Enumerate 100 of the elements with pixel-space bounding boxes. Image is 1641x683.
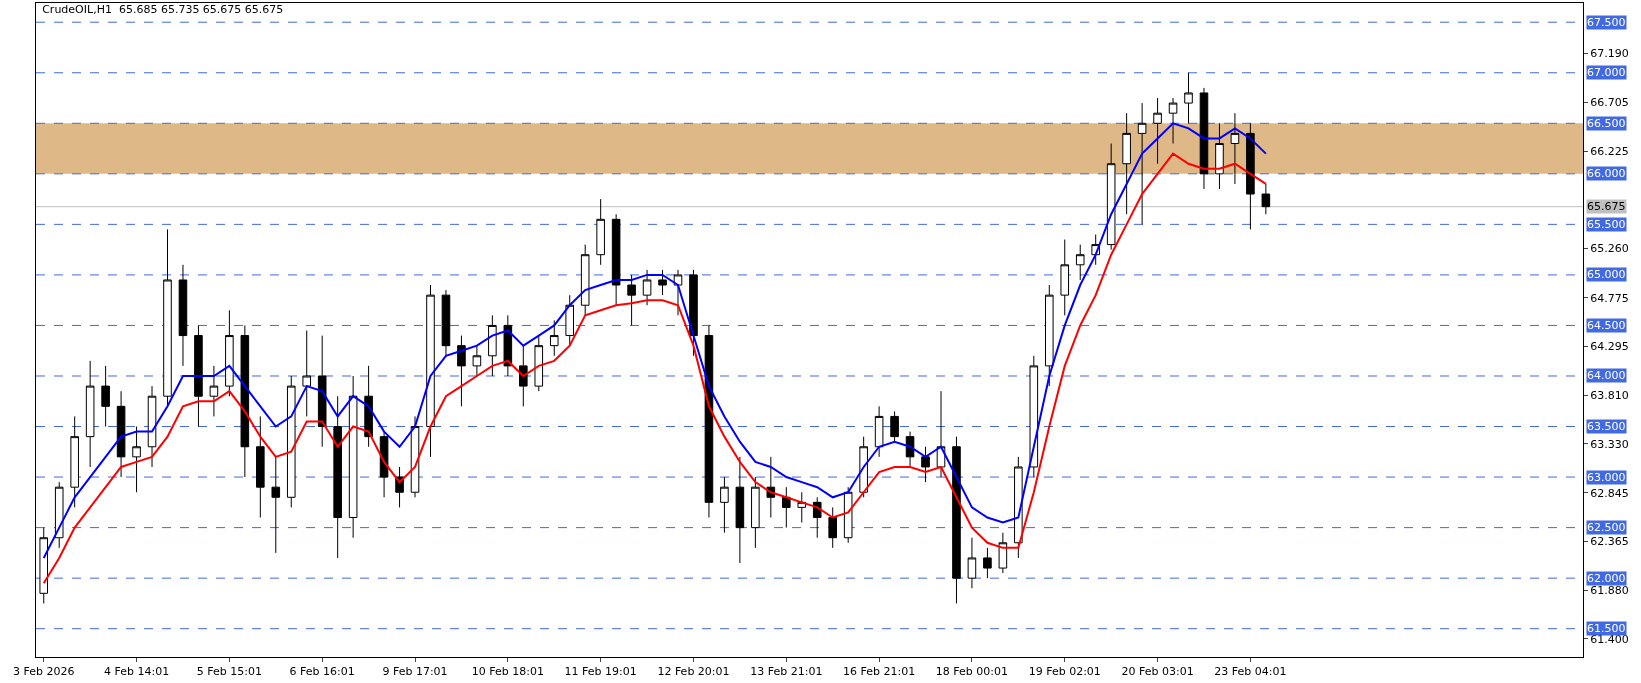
candlestick bbox=[256, 415, 265, 519]
x-tick-label: 19 Feb 02:01 bbox=[1028, 665, 1101, 679]
candlestick bbox=[240, 324, 250, 478]
candlestick bbox=[1029, 355, 1039, 478]
candlestick bbox=[905, 431, 915, 468]
candlestick bbox=[1199, 87, 1209, 190]
candlestick bbox=[1261, 183, 1271, 215]
ref-line-label: 65.675 bbox=[1587, 200, 1626, 213]
y-tick-label: 61.880 bbox=[1590, 584, 1629, 598]
candlestick bbox=[720, 476, 729, 534]
candlestick bbox=[302, 330, 312, 417]
candlestick bbox=[54, 481, 64, 549]
candlestick bbox=[580, 244, 590, 316]
candlestick bbox=[565, 294, 575, 347]
y-tick-label: 62.365 bbox=[1590, 535, 1629, 549]
ref-line-label: 63.500 bbox=[1587, 420, 1626, 433]
y-tick-label: 66.705 bbox=[1590, 96, 1629, 110]
ref-line-label: 64.500 bbox=[1587, 319, 1626, 332]
ref-line-label: 67.500 bbox=[1587, 16, 1626, 29]
ref-line-label: 67.000 bbox=[1587, 66, 1626, 79]
candlestick bbox=[983, 547, 992, 579]
candlestick bbox=[596, 198, 605, 266]
y-tick-label: 66.225 bbox=[1590, 144, 1629, 158]
candlestick bbox=[286, 375, 296, 508]
ref-line-label: 64.000 bbox=[1587, 369, 1626, 382]
candlestick bbox=[116, 390, 126, 478]
candlestick bbox=[271, 456, 281, 554]
x-tick-label: 16 Feb 21:01 bbox=[843, 665, 916, 679]
candlestick bbox=[549, 319, 559, 357]
x-tick-label: 9 Feb 17:01 bbox=[382, 665, 448, 679]
candlestick bbox=[1137, 102, 1147, 225]
candlestick bbox=[998, 532, 1008, 574]
candlestick bbox=[1075, 244, 1085, 281]
ref-line-label: 62.500 bbox=[1587, 521, 1626, 534]
x-tick-label: 23 Feb 04:01 bbox=[1214, 665, 1287, 679]
y-tick-label: 65.260 bbox=[1590, 242, 1629, 256]
ref-line-label: 63.000 bbox=[1587, 471, 1626, 484]
candlestick bbox=[658, 269, 667, 296]
candlestick bbox=[782, 486, 791, 529]
x-tick-label: 12 Feb 20:01 bbox=[657, 665, 730, 679]
candlestick bbox=[488, 314, 497, 377]
candlestick bbox=[921, 446, 930, 483]
candlestick bbox=[1184, 72, 1193, 124]
candlestick bbox=[890, 410, 899, 443]
x-tick-label: 6 Feb 16:01 bbox=[289, 665, 355, 679]
y-tick-label: 63.810 bbox=[1590, 389, 1629, 403]
x-tick-label: 3 Feb 2026 bbox=[13, 665, 75, 679]
candlestick bbox=[627, 274, 636, 326]
candlestick bbox=[441, 289, 451, 357]
x-tick-label: 18 Feb 00:01 bbox=[935, 665, 1009, 679]
candlestick bbox=[534, 335, 544, 392]
ref-line-label: 66.000 bbox=[1587, 167, 1626, 180]
candlestick bbox=[1122, 112, 1131, 215]
candlestick bbox=[101, 365, 110, 428]
candlestick bbox=[843, 486, 853, 544]
candlestick bbox=[426, 284, 435, 458]
candlestick bbox=[874, 405, 884, 458]
candlestick bbox=[1014, 456, 1023, 559]
ref-line-label: 61.500 bbox=[1587, 622, 1626, 635]
candlestick bbox=[379, 431, 389, 498]
candlestick bbox=[1153, 97, 1162, 165]
candlestick bbox=[209, 365, 219, 417]
y-tick-label: 67.190 bbox=[1590, 47, 1629, 61]
chart-title: CrudeOIL,H1 65.685 65.735 65.675 65.675 bbox=[42, 3, 284, 17]
candlestick bbox=[333, 395, 342, 559]
x-tick-label: 10 Feb 18:01 bbox=[471, 665, 544, 679]
candlestick bbox=[147, 385, 157, 468]
candlestick bbox=[132, 426, 141, 493]
candlestick bbox=[457, 335, 466, 407]
candlestick bbox=[642, 269, 652, 306]
ref-line-label: 65.500 bbox=[1587, 218, 1626, 231]
candlestick bbox=[1246, 122, 1255, 230]
y-tick-label: 64.295 bbox=[1590, 340, 1629, 354]
candlestick bbox=[1215, 122, 1224, 190]
x-tick-label: 13 Feb 21:01 bbox=[750, 665, 823, 679]
x-tick-label: 4 Feb 14:01 bbox=[103, 665, 170, 679]
y-tick-label: 62.845 bbox=[1590, 486, 1629, 500]
candlestick bbox=[751, 476, 760, 549]
candlestick bbox=[611, 213, 621, 306]
candlestick bbox=[1060, 239, 1070, 316]
y-tick-label: 63.330 bbox=[1590, 437, 1629, 451]
candlestick bbox=[952, 436, 961, 604]
candlestick bbox=[1044, 284, 1054, 387]
candlestick bbox=[348, 375, 358, 539]
candlestick bbox=[1168, 97, 1178, 144]
candlestick bbox=[1106, 143, 1116, 251]
ref-line-label: 62.000 bbox=[1587, 572, 1626, 585]
candlestick bbox=[828, 506, 837, 549]
candlestick bbox=[39, 527, 49, 604]
y-tick-label: 61.400 bbox=[1590, 632, 1629, 646]
candlestick bbox=[178, 264, 188, 367]
x-tick-label: 20 Feb 03:01 bbox=[1121, 665, 1194, 679]
y-tick-label: 64.775 bbox=[1590, 291, 1629, 305]
candlestick bbox=[735, 456, 745, 564]
x-tick-label: 11 Feb 19:01 bbox=[564, 665, 637, 679]
candlestick bbox=[472, 345, 482, 377]
ref-line-label: 65.000 bbox=[1587, 268, 1626, 281]
candlestick bbox=[194, 324, 203, 428]
candlestick bbox=[163, 228, 172, 407]
candlestick bbox=[689, 269, 698, 357]
